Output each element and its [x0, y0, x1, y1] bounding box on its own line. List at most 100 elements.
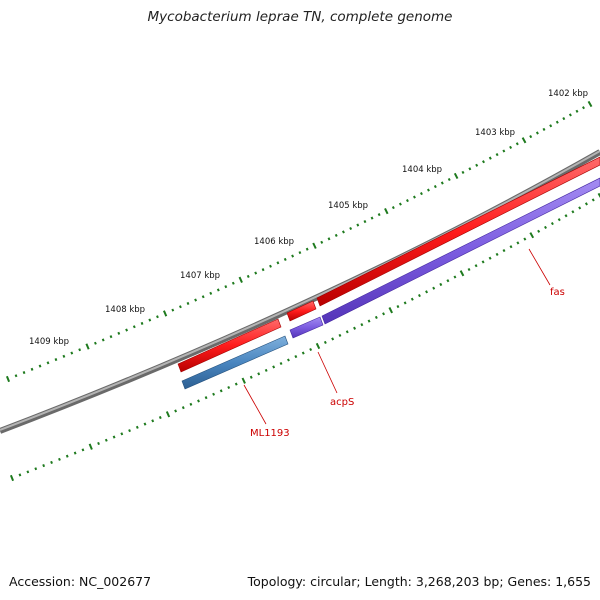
inner-scale-tick — [388, 307, 393, 314]
outer-scale-tick — [320, 240, 324, 244]
outer-scale-tick — [535, 131, 539, 135]
outer-scale-tick — [38, 364, 42, 368]
inner-scale-tick — [544, 225, 547, 229]
inner-scale-tick — [241, 377, 246, 384]
inner-scale-tick — [227, 385, 231, 390]
inner-scale-tick — [151, 419, 155, 423]
inner-scale-tick — [578, 206, 582, 210]
outer-scale-tick — [30, 367, 34, 371]
kbp-label-1405: 1405 kbp — [328, 201, 368, 211]
genome-stats-text: Topology: circular; Length: 3,268,203 bp… — [247, 574, 591, 589]
outer-scale-tick — [22, 371, 26, 375]
inner-scale-tick — [34, 467, 38, 471]
kbp-label-1406: 1406 kbp — [254, 237, 294, 247]
inner-scale-tick — [104, 438, 108, 442]
inner-scale-tick — [459, 270, 465, 277]
outer-scale-tick — [384, 207, 389, 215]
outer-scale-tick — [515, 142, 519, 146]
outer-scale-tick — [502, 149, 506, 153]
outer-scale-tick — [370, 216, 374, 220]
outer-scale-tick — [162, 310, 168, 317]
kbp-label-1403: 1403 kbp — [475, 128, 515, 138]
outer-scale-tick — [377, 213, 381, 217]
outer-scale-tick — [440, 181, 444, 185]
outer-scale-tick — [495, 153, 499, 157]
outer-scale-tick — [582, 106, 585, 110]
outer-scale-tick — [562, 117, 566, 121]
inner-scale-tick — [537, 229, 541, 233]
outer-scale-tick — [475, 163, 479, 167]
inner-scale-tick — [353, 326, 357, 330]
outer-scale-tick — [461, 170, 465, 174]
outer-scale-tick — [46, 361, 50, 365]
outer-scale-tick — [391, 206, 395, 210]
inner-scale-tick — [410, 297, 414, 301]
outer-scale-tick — [587, 100, 593, 108]
outer-scale-tick — [186, 301, 190, 305]
outer-scale-tick — [109, 335, 113, 339]
inner-scale-tick — [488, 256, 492, 260]
inner-scale-tick — [112, 435, 116, 439]
outer-scale-tick — [413, 195, 416, 199]
outer-scale-tick — [231, 281, 235, 285]
outer-scale-tick — [521, 137, 527, 144]
inner-scale-tick — [453, 275, 457, 279]
accession-text: Accession: NC_002677 — [9, 574, 152, 589]
inner-scale-tick — [174, 409, 178, 413]
forward-features — [177, 156, 600, 373]
inner-scale-tick — [367, 319, 371, 323]
inner-scale-tick — [189, 402, 193, 406]
inner-scale-tick — [315, 342, 321, 350]
outer-scale-tick — [406, 199, 409, 203]
inner-scale-tick — [135, 425, 139, 429]
inner-scale-tick — [331, 337, 335, 341]
inner-scale-tick — [481, 260, 485, 264]
kbp-label-1408: 1408 kbp — [105, 305, 145, 315]
outer-scale-tick — [509, 145, 513, 149]
callout-line-fas — [528, 248, 551, 286]
outer-scale-tick — [209, 291, 213, 295]
outer-scale-tick — [93, 341, 97, 345]
inner-scale-tick — [564, 214, 568, 218]
inner-scale-tick — [323, 340, 327, 345]
outer-scale-tick — [148, 318, 152, 322]
inner-scale-tick — [287, 358, 290, 362]
forward-feature-2 — [286, 300, 317, 322]
callout-line-acps — [317, 351, 338, 394]
inner-scale-tick — [523, 237, 527, 241]
outer-scale-tick — [453, 172, 459, 180]
inner-scale-tick — [294, 354, 298, 359]
inner-scale-tick — [309, 347, 313, 352]
inner-scale-tick — [338, 333, 342, 337]
outer-scale-tick — [305, 247, 309, 251]
gene-label-acps: acpS — [330, 397, 354, 408]
inner-scale-tick — [345, 330, 349, 334]
inner-scale-tick — [42, 464, 46, 468]
inner-scale-tick — [467, 267, 471, 272]
outer-scale-ticks — [5, 100, 593, 383]
inner-scale-tick — [9, 474, 15, 482]
inner-scale-tick — [158, 416, 162, 420]
inner-scale-tick — [502, 249, 506, 253]
reverse-features — [181, 177, 600, 390]
outer-scale-tick — [132, 325, 136, 329]
outer-scale-tick — [529, 135, 533, 139]
outer-scale-tick — [276, 261, 280, 265]
outer-scale-tick — [246, 274, 250, 279]
gene-label-ml1193: ML1193 — [250, 428, 290, 439]
inner-scale-tick — [249, 375, 253, 379]
outer-scale-tick — [356, 223, 360, 227]
genome-backbone — [0, 149, 600, 434]
outer-scale-tick — [482, 160, 485, 164]
outer-scale-tick — [341, 230, 345, 234]
inner-scale-tick — [88, 443, 93, 450]
outer-scale-tick — [201, 295, 205, 299]
kbp-label-1402: 1402 kbp — [548, 89, 588, 99]
outer-scale-tick — [363, 219, 367, 224]
outer-scale-tick — [5, 375, 11, 383]
inner-scale-tick — [432, 286, 436, 290]
inner-scale-tick — [58, 457, 61, 461]
outer-scale-tick — [70, 351, 74, 355]
outer-scale-tick — [468, 167, 472, 171]
inner-scale-tick — [439, 282, 443, 287]
